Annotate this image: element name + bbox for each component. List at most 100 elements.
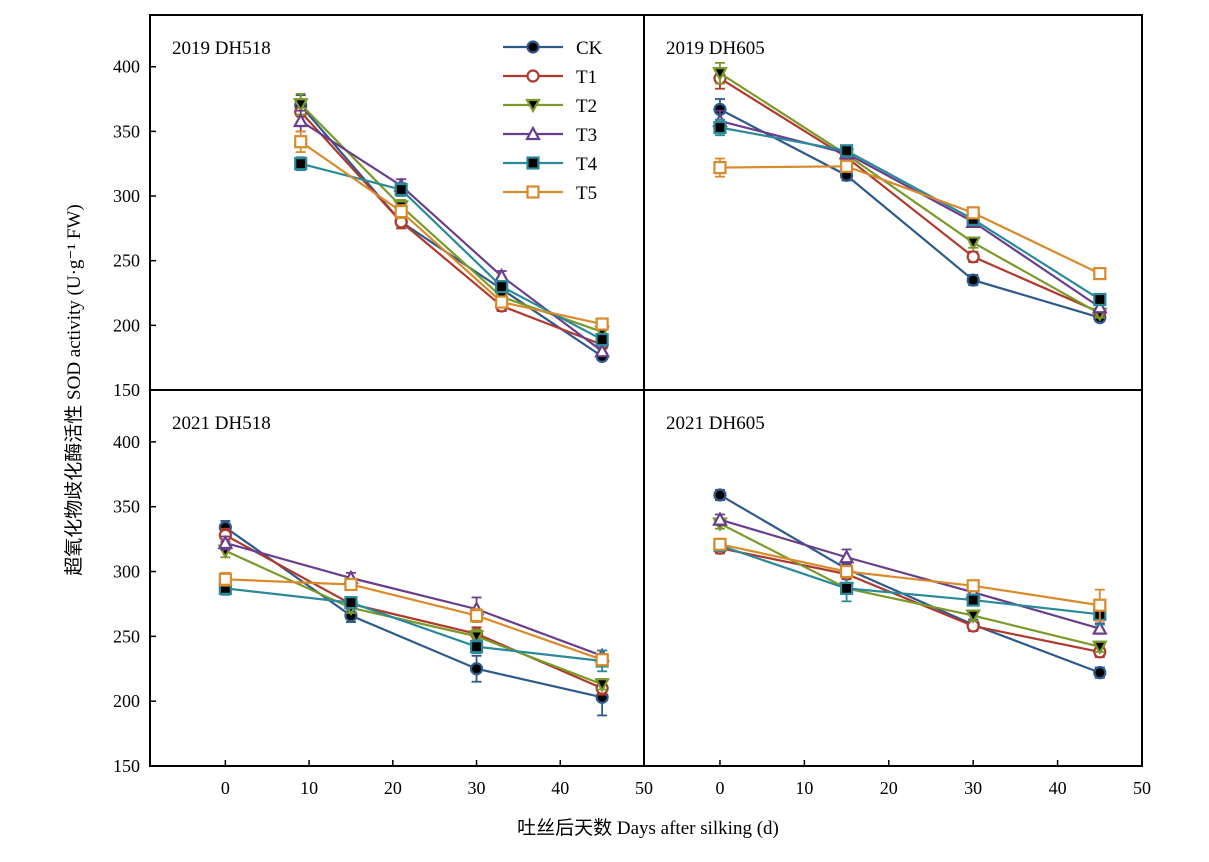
- data-point: [965, 236, 982, 251]
- legend-label: CK: [576, 38, 603, 59]
- series-t5: [713, 157, 1107, 281]
- series-ck: [713, 488, 1107, 680]
- series-t1: [218, 527, 609, 696]
- series-t3: [712, 109, 1108, 314]
- data-point: [838, 548, 855, 564]
- series-t5: [713, 537, 1107, 622]
- x-tick-label: 30: [964, 778, 982, 798]
- series-line: [719, 543, 1100, 607]
- data-point: [966, 206, 980, 220]
- x-tick-label: 30: [468, 778, 486, 798]
- y-tick-label: 350: [113, 497, 140, 517]
- series-t5: [294, 130, 609, 331]
- series-line: [299, 103, 603, 333]
- series-t1: [713, 541, 1107, 659]
- series-t2: [712, 517, 1108, 656]
- series-t1: [294, 100, 609, 352]
- data-point: [594, 678, 610, 693]
- x-tick-label: 50: [1133, 778, 1151, 798]
- legend-marker: [526, 69, 540, 83]
- series-line: [719, 108, 1101, 319]
- y-tick-label: 300: [113, 186, 140, 206]
- data-point: [469, 640, 484, 654]
- data-point: [1093, 666, 1107, 680]
- y-tick-label: 250: [113, 626, 140, 646]
- data-point: [469, 608, 484, 623]
- x-tick-label: 50: [635, 778, 653, 798]
- x-axis-title: 吐丝后天数 Days after silking (d): [517, 817, 779, 839]
- data-point: [1091, 620, 1108, 635]
- series-t3: [292, 109, 610, 358]
- legend: CK T1 T2 T3 T4 T5: [503, 38, 603, 204]
- x-tick-label: 10: [795, 778, 813, 798]
- legend-item-t4: T4: [503, 154, 598, 175]
- legend-label: T3: [576, 125, 597, 146]
- series-line: [719, 72, 1101, 315]
- legend-item-t2: T2: [503, 96, 597, 117]
- panel-3: 150 200 250 300 350 400 0 10 20 30 40 50 2021 DH518: [113, 389, 653, 798]
- y-tick-label: 350: [113, 121, 140, 141]
- data-point: [713, 160, 727, 175]
- series-line: [224, 526, 603, 699]
- series-line: [719, 126, 1101, 301]
- legend-label: T5: [576, 183, 597, 204]
- data-point: [966, 579, 980, 593]
- panel-1: 150 200 250 300 350 400 2019 DH518: [113, 14, 645, 400]
- data-point: [294, 135, 308, 149]
- data-point: [344, 577, 358, 592]
- legend-item-t5: T5: [503, 183, 597, 204]
- legend-item-t3: T3: [503, 125, 597, 146]
- series-line: [719, 494, 1101, 674]
- series-t4: [713, 538, 1107, 626]
- panel-title: 2019 DH518: [172, 38, 271, 59]
- series-line: [719, 165, 1101, 275]
- series-t2: [712, 61, 1108, 323]
- series-line: [719, 522, 1101, 648]
- panel-2: 2019 DH605: [643, 14, 1143, 391]
- series-line: [300, 140, 603, 326]
- y-tick-label: 150: [113, 756, 140, 776]
- data-point: [595, 317, 609, 331]
- y-tick-label: 300: [113, 562, 140, 582]
- data-point: [1091, 298, 1108, 314]
- series-line: [719, 77, 1101, 314]
- series-t4: [713, 118, 1107, 307]
- data-point: [966, 593, 980, 607]
- data-point: [595, 332, 609, 347]
- x-tick-label: 40: [1049, 778, 1067, 798]
- data-point: [965, 609, 982, 624]
- panel-4: 0 10 20 30 40 50 2021 DH605: [643, 389, 1151, 798]
- data-point: [468, 630, 485, 645]
- data-point: [713, 120, 727, 135]
- data-point: [713, 488, 727, 502]
- data-point: [839, 144, 854, 158]
- x-tick-label: 0: [715, 778, 724, 798]
- y-tick-label: 250: [113, 251, 140, 271]
- data-point: [1093, 267, 1107, 281]
- series-line: [719, 119, 1101, 309]
- data-point: [839, 159, 854, 173]
- legend-marker: [526, 156, 540, 170]
- x-tick-label: 20: [384, 778, 402, 798]
- data-point: [495, 295, 509, 309]
- legend-item-t1: T1: [503, 67, 597, 88]
- y-tick-label: 400: [113, 432, 140, 452]
- series-line: [225, 541, 603, 657]
- data-point: [394, 204, 408, 219]
- legend-marker: [525, 125, 541, 141]
- panel-title: 2021 DH605: [666, 413, 765, 434]
- series-t1: [713, 67, 1107, 320]
- y-tick-label: 200: [113, 315, 140, 335]
- legend-label: T1: [576, 67, 597, 88]
- data-point: [839, 581, 854, 595]
- data-point: [966, 273, 980, 287]
- data-point: [469, 662, 484, 676]
- data-point: [294, 157, 308, 171]
- legend-label: T2: [576, 96, 597, 117]
- series-t4: [218, 580, 609, 673]
- data-point: [1093, 292, 1107, 307]
- data-point: [292, 112, 309, 128]
- legend-item-ck: CK: [503, 38, 603, 59]
- series-line: [225, 578, 603, 661]
